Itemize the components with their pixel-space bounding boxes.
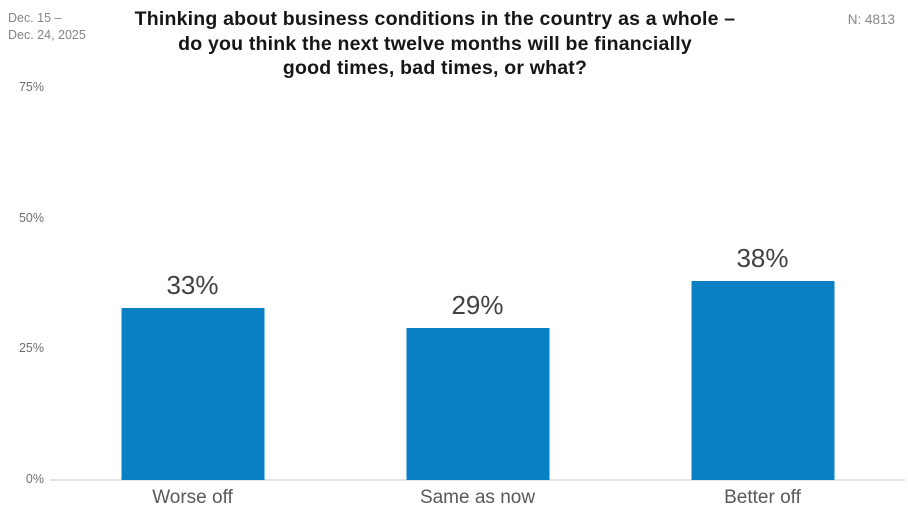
- date-range-label: Dec. 15 – Dec. 24, 2025: [8, 11, 86, 42]
- bar-worse-off: [121, 307, 264, 480]
- bar-value-label: 33%: [166, 269, 219, 300]
- x-axis-baseline: [50, 479, 905, 481]
- bar-slot: 33% Worse off: [50, 88, 335, 508]
- y-axis-tick-label: 25%: [18, 341, 44, 356]
- bar-value-label: 38%: [736, 243, 789, 274]
- bar-same-as-now: [406, 328, 549, 480]
- bar-slot: 38% Better off: [620, 88, 905, 508]
- y-axis-tick-label: 75%: [18, 80, 44, 94]
- chart-title: Thinking about business conditions in th…: [134, 8, 736, 80]
- plot-area: 33% Worse off 29% Same as now 38% Better off: [50, 88, 905, 508]
- bar-slot: 29% Same as now: [335, 88, 620, 508]
- x-axis-category-label: Better off: [724, 487, 801, 508]
- sample-size-label: N: 4813: [847, 12, 895, 27]
- x-axis-category-label: Same as now: [419, 487, 536, 508]
- bar-value-label: 29%: [451, 290, 504, 321]
- y-axis-tick-label: 50%: [18, 210, 44, 225]
- y-axis-tick-label: 0%: [25, 472, 44, 486]
- bar-better-off: [691, 281, 834, 480]
- x-axis-category-label: Worse off: [152, 487, 233, 508]
